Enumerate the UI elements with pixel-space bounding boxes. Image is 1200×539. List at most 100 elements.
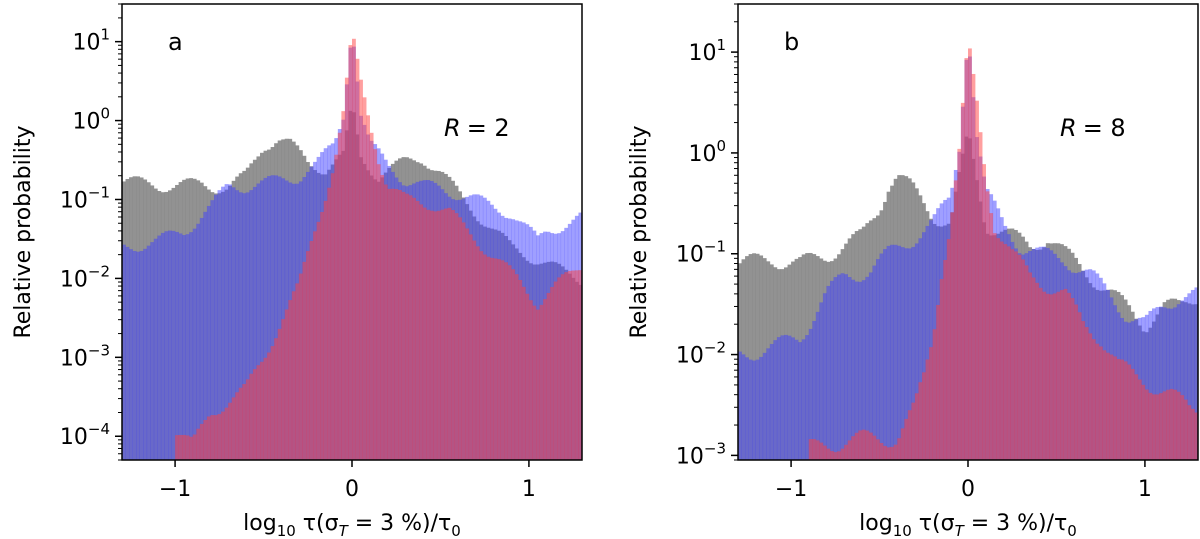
histogram-bar: [447, 207, 452, 460]
histogram-bar: [415, 200, 420, 460]
histogram-bar: [826, 448, 831, 460]
histogram-bar: [748, 359, 753, 460]
histogram-bar: [231, 397, 236, 460]
histogram-bar: [1152, 394, 1156, 460]
histogram-bar: [274, 175, 278, 460]
histogram-bar: [1084, 327, 1089, 460]
histogram-bar: [996, 238, 1001, 460]
x-label-sub3: 0: [1067, 522, 1077, 539]
histogram-bar: [886, 245, 891, 460]
histogram-bar: [861, 280, 866, 460]
histogram-bar: [787, 335, 792, 460]
histogram-bar: [925, 225, 930, 460]
histogram-bar: [274, 338, 278, 460]
histogram-bar: [1194, 287, 1198, 460]
histogram-bar: [759, 356, 764, 460]
histogram-bar: [978, 132, 983, 460]
histogram-bar: [837, 451, 841, 460]
histogram-bar: [454, 213, 459, 460]
histogram-bar: [557, 277, 562, 460]
histogram-bar: [925, 359, 930, 460]
histogram-bars: [738, 48, 1198, 460]
histogram-bar: [380, 174, 385, 460]
histogram-bar: [890, 446, 894, 460]
x-label-tau: τ(σ: [296, 511, 339, 536]
histogram-bar: [256, 183, 261, 460]
histogram-bar: [999, 241, 1004, 460]
histogram-bar: [985, 191, 990, 460]
histogram-bar: [185, 435, 190, 460]
histogram-bar: [1187, 405, 1192, 460]
histogram-bar: [1166, 308, 1170, 460]
histogram-bar: [1049, 294, 1054, 460]
histogram-bar: [1038, 287, 1043, 460]
histogram-bar: [387, 188, 392, 460]
histogram-bar: [185, 234, 190, 460]
histogram-bar: [780, 335, 785, 460]
histogram-bar: [960, 102, 965, 460]
r-annotation-value: = 2: [467, 114, 510, 142]
y-tick-base: 10: [676, 444, 704, 469]
histogram-bar: [872, 265, 877, 460]
histogram-bar: [192, 434, 197, 460]
y-tick-label: 10−2: [676, 339, 726, 369]
histogram-bar: [883, 445, 887, 460]
histogram-bar: [376, 164, 381, 460]
histogram-bar: [129, 249, 133, 460]
histogram-bar: [398, 190, 402, 460]
y-tick-exponent: −1: [704, 238, 726, 256]
histogram-bar: [352, 38, 356, 460]
histogram-bar: [1028, 272, 1032, 460]
histogram-bar: [196, 223, 201, 460]
histogram-bar: [433, 211, 438, 460]
histogram-bar: [876, 439, 880, 460]
histogram-bar: [260, 361, 264, 460]
histogram-bar: [178, 435, 183, 460]
histogram-bar: [444, 208, 448, 460]
histogram-bar: [914, 243, 919, 460]
histogram-bar: [1159, 306, 1163, 460]
y-tick-exponent: −3: [704, 439, 726, 457]
histogram-bar: [355, 58, 360, 460]
histogram-bar: [373, 149, 378, 460]
histogram-bar: [189, 232, 194, 460]
histogram-bar: [125, 246, 130, 460]
histogram-bar: [755, 253, 760, 460]
histogram-bar: [507, 265, 512, 460]
y-tick-base: 10: [60, 346, 88, 371]
histogram-bar: [500, 260, 505, 460]
histogram-bar: [550, 286, 554, 460]
histogram-bar: [217, 190, 222, 460]
histogram-bar: [295, 283, 300, 460]
histogram-bar: [160, 232, 165, 460]
histogram-bar: [904, 248, 909, 460]
histogram-bar: [865, 430, 870, 460]
histogram-bar: [815, 440, 820, 460]
histogram-bar: [270, 175, 275, 460]
histogram-bar: [1109, 354, 1114, 460]
histogram-bar: [1077, 312, 1082, 460]
histogram-bar: [1148, 310, 1153, 460]
histogram-bar: [805, 335, 810, 460]
histogram-bar: [883, 249, 887, 460]
histogram-bar: [794, 339, 799, 460]
histogram-bar: [791, 337, 795, 460]
histogram-bar: [419, 204, 424, 460]
x-label-tau: τ(σ: [912, 511, 955, 536]
histogram-bar: [249, 373, 254, 460]
histogram-bar: [929, 220, 933, 460]
r-annotation: R = 8: [1060, 114, 1126, 142]
y-tick-base: 10: [688, 41, 716, 66]
histogram-bar: [306, 251, 310, 460]
histogram-bar: [571, 270, 576, 460]
histogram-bar: [546, 292, 551, 460]
histogram-bar: [865, 276, 870, 460]
histogram-bar: [168, 230, 172, 460]
histogram-bar: [132, 250, 137, 460]
histogram-bar: [1194, 412, 1198, 460]
histogram-bar: [904, 418, 909, 460]
y-tick-exponent: −3: [88, 341, 110, 359]
histogram-bar: [868, 272, 873, 460]
y-tick-base: 10: [72, 31, 100, 56]
histogram-bar: [840, 273, 845, 460]
